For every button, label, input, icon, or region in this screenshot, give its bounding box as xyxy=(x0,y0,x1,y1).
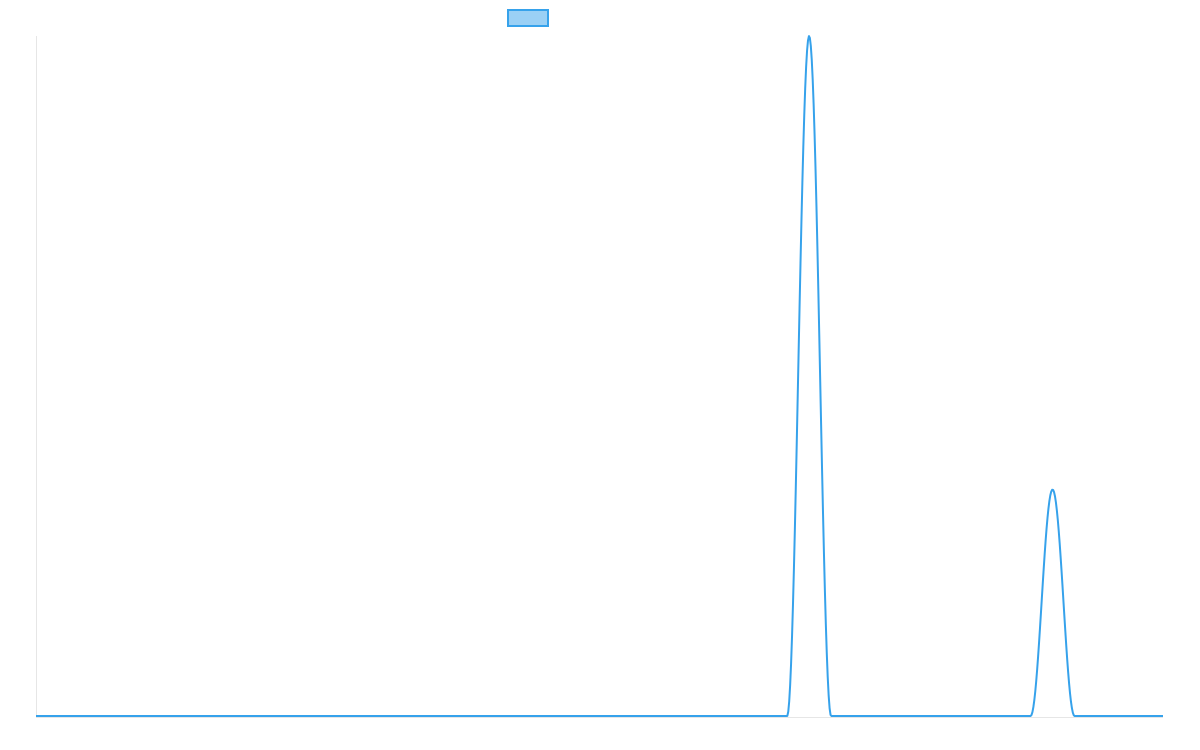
legend xyxy=(507,9,549,27)
legend-swatch[interactable] xyxy=(507,9,549,27)
series-line-0 xyxy=(35,35,1164,717)
series-layer xyxy=(35,35,1164,717)
axes xyxy=(36,36,1163,718)
